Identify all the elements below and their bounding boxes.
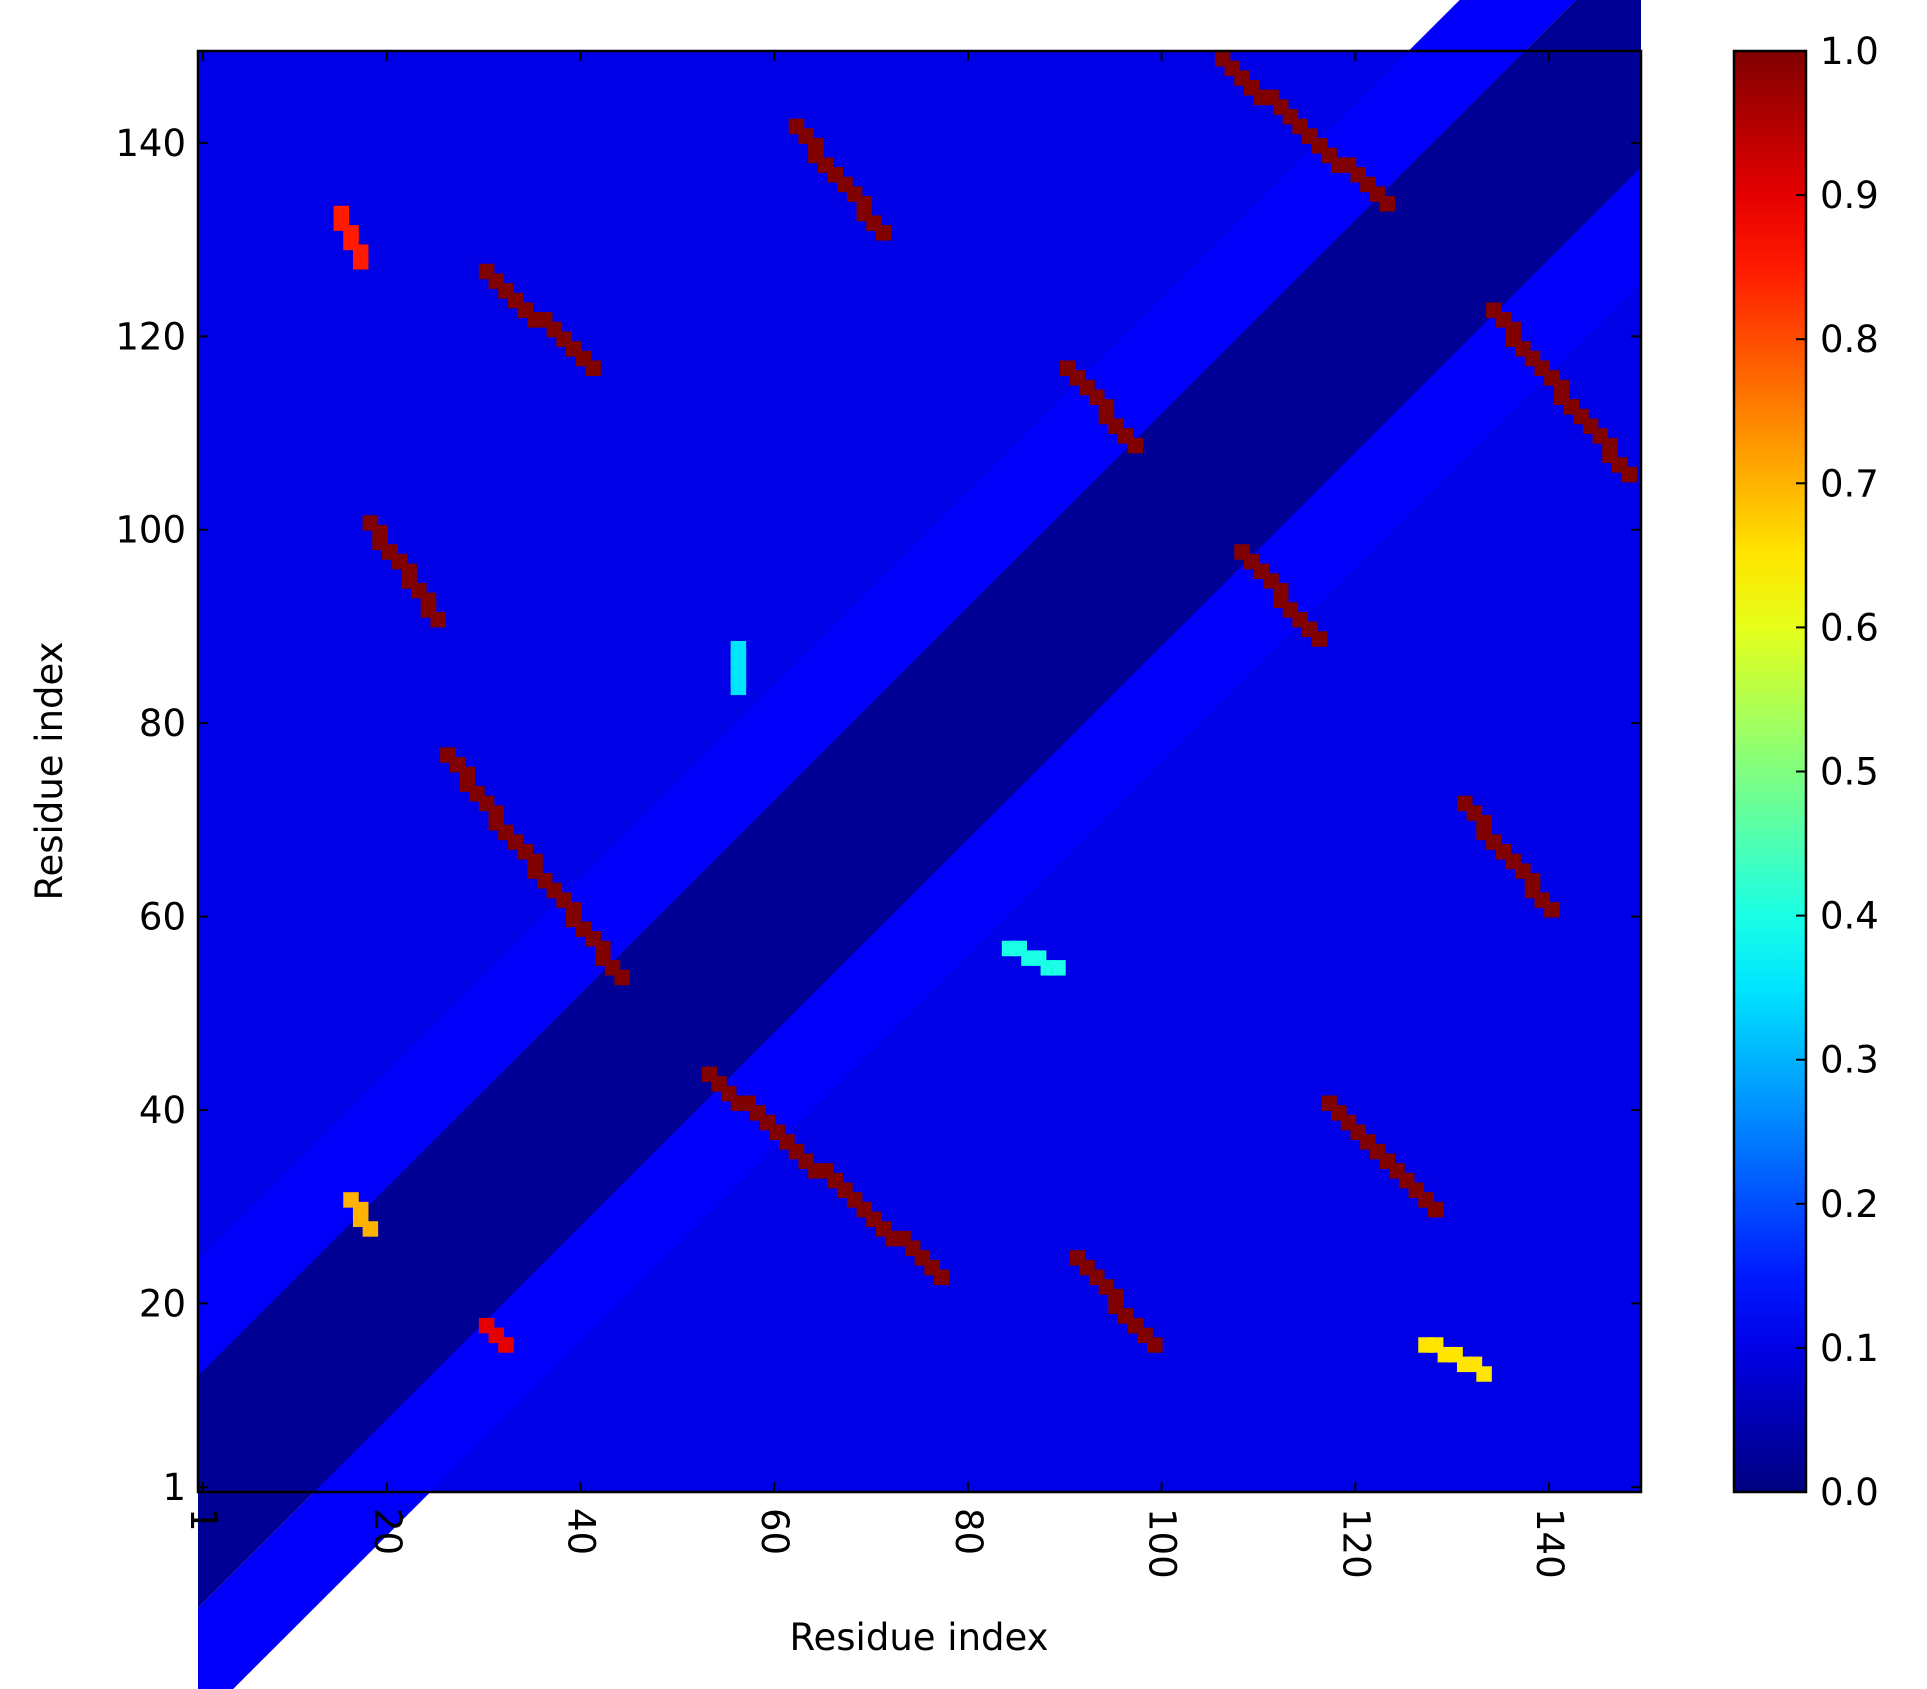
contact-cell bbox=[875, 225, 892, 241]
contact-cell bbox=[1050, 960, 1066, 976]
y-tick-label: 100 bbox=[115, 509, 186, 552]
y-tick-label: 60 bbox=[139, 896, 186, 939]
colorbar-tick-label: 0.9 bbox=[1820, 174, 1879, 217]
x-tick-label: 140 bbox=[1528, 1508, 1571, 1579]
colorbar-tick-label: 0.8 bbox=[1820, 318, 1879, 361]
x-tick-label: 1 bbox=[182, 1508, 225, 1532]
colorbar-tick-label: 0.7 bbox=[1820, 462, 1879, 505]
x-tick-label: 120 bbox=[1334, 1508, 1377, 1579]
contact-cell bbox=[1147, 1337, 1163, 1353]
colorbar-tick-label: 0.4 bbox=[1820, 895, 1879, 938]
diagonal-side-band-lower bbox=[198, 167, 1641, 1689]
colorbar-tick-label: 0.6 bbox=[1820, 606, 1879, 649]
colorbar-tick-label: 0.1 bbox=[1820, 1327, 1879, 1370]
y-tick-label: 1 bbox=[162, 1466, 186, 1509]
colorbar-tick-label: 0.2 bbox=[1820, 1183, 1879, 1226]
colorbar-tick-label: 0.0 bbox=[1820, 1471, 1879, 1514]
x-axis-label: Residue index bbox=[789, 1616, 1048, 1659]
x-tick-label: 100 bbox=[1141, 1508, 1184, 1579]
colorbar-tick-label: 0.3 bbox=[1820, 1039, 1879, 1082]
contact-cell bbox=[362, 1221, 379, 1237]
contact-cell bbox=[614, 969, 630, 986]
y-tick-label: 80 bbox=[139, 702, 186, 745]
contact-cell bbox=[1427, 1201, 1444, 1218]
x-tick-label: 80 bbox=[947, 1508, 990, 1555]
contact-cell bbox=[1127, 437, 1144, 454]
contact-cell bbox=[352, 254, 369, 270]
colorbar-ticks: 0.0 0.1 0.2 0.3 0.4 0.5 0.6 0.7 0.8 0.9 1.0 bbox=[1796, 30, 1879, 1514]
contact-cell bbox=[1621, 466, 1638, 483]
contact-cell bbox=[934, 1269, 950, 1286]
contact-cell bbox=[1379, 196, 1396, 212]
y-tick-label: 120 bbox=[115, 315, 186, 358]
x-tick-label: 20 bbox=[366, 1508, 409, 1555]
contact-cell bbox=[430, 611, 446, 628]
y-tick-label: 140 bbox=[115, 122, 186, 165]
contact-cell bbox=[498, 1337, 514, 1353]
contact-cell bbox=[730, 679, 747, 696]
x-axis: 1 20 40 60 80 100 120 140 bbox=[182, 51, 1571, 1579]
colorbar-tick-label: 0.5 bbox=[1820, 751, 1879, 794]
heatmap bbox=[198, 0, 1641, 1689]
y-tick-label: 40 bbox=[139, 1089, 186, 1132]
contact-cell bbox=[1476, 1366, 1492, 1382]
plot-frame bbox=[196, 49, 1643, 1494]
contact-cell bbox=[1311, 631, 1328, 647]
y-tick-label: 20 bbox=[139, 1282, 186, 1325]
contact-cell bbox=[585, 360, 601, 376]
y-axis-label: Residue index bbox=[28, 641, 71, 900]
x-tick-label: 60 bbox=[753, 1508, 796, 1555]
x-tick-label: 40 bbox=[560, 1508, 603, 1555]
diagonal-main-band bbox=[198, 0, 1641, 1609]
colorbar bbox=[1732, 49, 1808, 1494]
contact-cell bbox=[1544, 902, 1560, 918]
colorbar-tick-label: 1.0 bbox=[1820, 30, 1879, 73]
